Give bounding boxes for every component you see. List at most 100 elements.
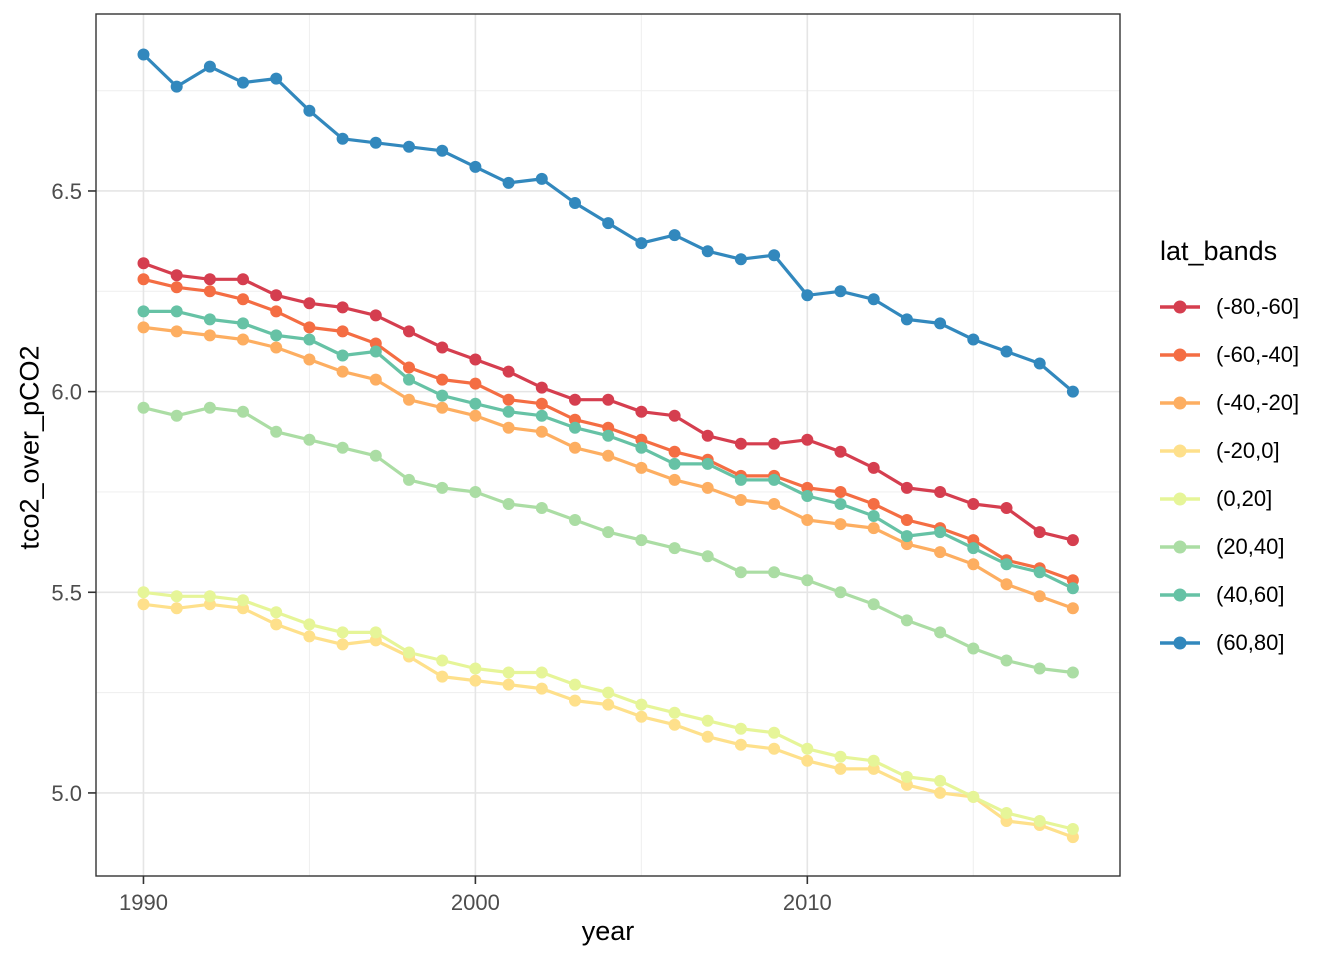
data-point-6-1992 — [203, 313, 216, 326]
data-point-7-2011 — [834, 285, 847, 298]
data-point-5-2017 — [1033, 662, 1046, 675]
legend-key-icon — [1160, 444, 1200, 458]
data-point-3-2011 — [834, 762, 847, 775]
data-point-6-1996 — [336, 349, 349, 362]
y-tick-label: 5.0 — [51, 781, 82, 806]
data-point-6-2000 — [469, 397, 482, 410]
data-point-7-1998 — [403, 140, 415, 153]
data-point-6-2002 — [535, 409, 548, 422]
legend-entry-label: (-80,-60] — [1216, 294, 1300, 319]
data-point-7-2016 — [1000, 345, 1013, 358]
data-point-5-2018 — [1066, 666, 1079, 679]
data-point-4-2016 — [1000, 807, 1013, 819]
data-point-6-2017 — [1033, 566, 1046, 579]
data-point-3-2001 — [502, 678, 515, 691]
data-point-6-2001 — [502, 405, 515, 418]
legend-entry-5: (20,40] — [1158, 523, 1299, 571]
data-point-6-2016 — [1000, 558, 1013, 571]
data-point-0-2007 — [701, 429, 714, 442]
data-point-4-1991 — [170, 590, 183, 603]
data-point-4-2018 — [1066, 823, 1079, 835]
data-point-5-2010 — [801, 574, 814, 587]
data-point-0-2014 — [934, 486, 947, 498]
legend-entry-label: (60,80] — [1216, 630, 1285, 655]
data-point-7-2007 — [701, 245, 714, 258]
data-point-1-2006 — [668, 445, 681, 458]
data-point-5-2012 — [867, 598, 880, 611]
data-point-2-1998 — [403, 393, 415, 406]
data-point-6-2010 — [801, 490, 814, 502]
legend-key-icon — [1160, 348, 1200, 362]
legend-entry-1: (-60,-40] — [1158, 331, 1299, 379]
legend-key-icon — [1160, 636, 1200, 650]
data-point-4-2004 — [602, 686, 615, 699]
data-point-4-2002 — [535, 666, 548, 679]
legend-key-icon — [1160, 396, 1200, 410]
data-point-5-2000 — [469, 486, 482, 498]
data-point-6-2008 — [734, 473, 747, 486]
data-point-2-1994 — [270, 341, 283, 354]
data-point-5-2015 — [967, 642, 980, 655]
data-point-2-1997 — [369, 373, 382, 386]
data-point-4-2000 — [469, 662, 482, 675]
legend-entry-label: (-60,-40] — [1216, 342, 1300, 367]
data-point-7-1990 — [137, 48, 150, 61]
data-point-2-1995 — [303, 353, 316, 366]
data-point-7-2009 — [768, 249, 781, 262]
data-point-4-2017 — [1033, 815, 1046, 827]
data-point-5-1990 — [137, 401, 150, 414]
data-point-1-2011 — [834, 486, 847, 498]
data-point-4-2003 — [569, 678, 581, 691]
data-point-0-1990 — [137, 257, 150, 270]
legend-entry-0: (-80,-60] — [1158, 283, 1299, 331]
data-point-2-2012 — [867, 522, 880, 535]
data-point-7-1997 — [369, 136, 382, 149]
data-point-6-1994 — [270, 329, 283, 342]
data-point-7-2004 — [602, 217, 615, 230]
data-point-6-1999 — [436, 389, 449, 402]
data-point-1-1994 — [270, 305, 283, 318]
data-point-5-2002 — [535, 502, 548, 514]
data-point-2-2016 — [1000, 578, 1013, 591]
data-point-4-1999 — [436, 654, 449, 667]
data-point-4-2014 — [934, 774, 947, 787]
data-point-0-1996 — [336, 301, 349, 314]
data-point-2-2007 — [701, 481, 714, 494]
data-point-2-2009 — [768, 498, 781, 510]
data-point-5-1992 — [203, 401, 216, 414]
x-tick-label: 1990 — [119, 890, 168, 915]
data-point-6-2012 — [867, 510, 880, 522]
data-point-2-1992 — [203, 329, 216, 342]
data-point-6-2015 — [967, 542, 980, 555]
data-point-6-2007 — [701, 457, 714, 470]
data-point-2-1991 — [170, 325, 183, 338]
data-point-6-2006 — [668, 457, 681, 470]
data-point-2-2004 — [602, 449, 615, 462]
data-point-0-1999 — [436, 341, 449, 354]
data-point-4-1997 — [369, 626, 382, 639]
legend-entry-label: (-40,-20] — [1216, 390, 1300, 415]
data-point-6-2011 — [834, 498, 847, 510]
data-point-1-2012 — [867, 498, 880, 510]
legend-entry-label: (20,40] — [1216, 534, 1285, 559]
data-point-4-1994 — [270, 606, 283, 619]
legend-entry-label: (40,60] — [1216, 582, 1285, 607]
data-point-7-2013 — [900, 313, 913, 326]
data-point-5-2004 — [602, 526, 615, 539]
data-point-5-1993 — [237, 405, 249, 418]
data-point-0-2008 — [734, 437, 747, 450]
data-point-4-2005 — [635, 698, 648, 711]
data-point-2-2000 — [469, 409, 482, 422]
legend-entry-6: (40,60] — [1158, 571, 1299, 619]
data-point-4-1998 — [403, 646, 415, 659]
data-point-0-2012 — [867, 461, 880, 474]
data-point-5-2014 — [934, 626, 947, 639]
data-point-4-2015 — [967, 790, 980, 803]
data-point-4-1990 — [137, 586, 150, 599]
data-point-0-2003 — [569, 393, 581, 406]
data-point-5-1994 — [270, 425, 283, 438]
legend-entries: (-80,-60] (-60,-40] (-40,-20] (-20,0] (0,20]… — [1158, 283, 1299, 667]
data-point-4-1996 — [336, 626, 349, 639]
